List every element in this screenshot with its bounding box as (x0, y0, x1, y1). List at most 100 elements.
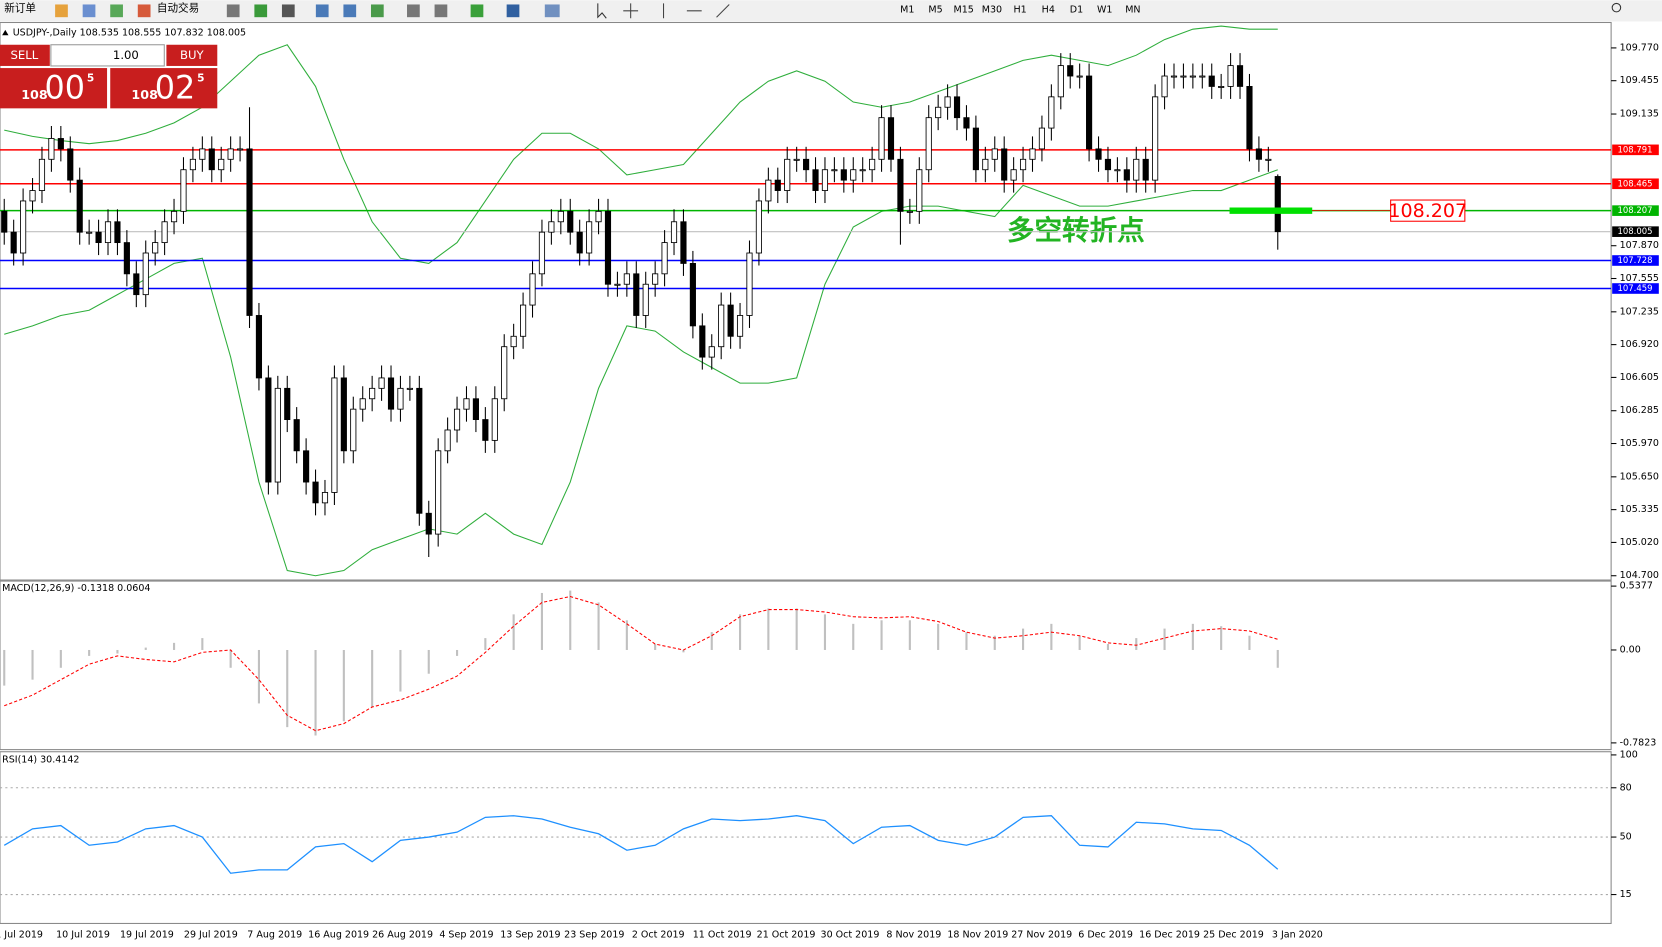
candle-body (510, 335, 517, 348)
bollinger-band (4, 169, 1278, 577)
x-tick-label: 8 Nov 2019 (886, 930, 941, 941)
icon[interactable] (137, 4, 151, 18)
marker-label-box (1390, 199, 1466, 222)
candle-body (718, 304, 725, 348)
x-tick-label: 4 Sep 2019 (439, 930, 493, 941)
candle-body (699, 325, 706, 358)
candle-body (95, 231, 102, 244)
candle-body (1076, 75, 1083, 78)
level-label: 108.791 (1617, 144, 1652, 154)
candle-body (1255, 148, 1262, 160)
candle-body (736, 315, 744, 337)
candle-body (1029, 148, 1036, 160)
candle-body (887, 117, 895, 160)
timeframe-button[interactable]: M30 (982, 4, 1002, 15)
price-big[interactable]: 108 (131, 87, 158, 102)
cursor-icon[interactable] (597, 3, 607, 19)
icon[interactable] (254, 4, 268, 18)
price-mid[interactable]: 00 (45, 69, 85, 106)
candle-body (453, 408, 461, 431)
icon[interactable] (407, 4, 420, 18)
candle-body (548, 221, 555, 233)
icon[interactable] (281, 4, 295, 18)
timeframe-button[interactable]: H1 (1013, 4, 1026, 15)
price-mid[interactable]: 02 (155, 69, 195, 106)
candle-body (689, 262, 696, 327)
candle-body (963, 117, 970, 129)
candle-body (255, 315, 263, 379)
candle-body (708, 346, 715, 358)
icon[interactable] (470, 4, 484, 18)
price-small[interactable]: 5 (87, 73, 94, 85)
icon[interactable] (315, 4, 329, 18)
icon[interactable] (370, 4, 384, 18)
candle-body (793, 158, 800, 161)
candle-body (463, 398, 470, 410)
price-small[interactable]: 5 (197, 73, 204, 85)
buy-button[interactable] (166, 44, 218, 66)
level-label-box (1612, 283, 1659, 294)
icon[interactable] (434, 4, 448, 18)
icon[interactable] (110, 4, 123, 18)
y-tick-label: 15 (1620, 889, 1632, 900)
candle-body (1067, 65, 1074, 77)
candle-body (10, 231, 17, 254)
timeframe-button[interactable]: M5 (928, 4, 942, 15)
candle-body (274, 387, 281, 483)
buy-label[interactable]: BUY (180, 48, 205, 62)
candle-body (1161, 75, 1168, 98)
timeframe-button[interactable]: M1 (900, 4, 914, 15)
sell-label[interactable]: SELL (11, 48, 39, 62)
timeframe-button[interactable]: M15 (954, 4, 974, 15)
candle-body (633, 273, 640, 316)
candle-body (123, 242, 130, 275)
y-tick-label: 80 (1620, 782, 1632, 793)
level-label: 107.728 (1617, 255, 1652, 265)
candle-body (538, 231, 546, 275)
draw-icons[interactable] (623, 3, 730, 19)
sell-button[interactable] (0, 44, 50, 66)
lot-value[interactable]: 1.00 (113, 48, 139, 62)
timeframe-button[interactable]: D1 (1070, 4, 1083, 15)
candle-body (878, 117, 885, 160)
candle-body (623, 273, 630, 285)
candle-body (1218, 86, 1225, 88)
price-box[interactable] (0, 68, 108, 109)
icon[interactable] (506, 4, 520, 18)
x-tick-label: 29 Jul 2019 (184, 930, 238, 941)
x-tick-label: 23 Sep 2019 (564, 930, 624, 941)
y-tick-label: 109.455 (1620, 75, 1659, 86)
search-icon[interactable] (1611, 2, 1622, 13)
timeframe-button[interactable]: W1 (1097, 4, 1112, 15)
x-tick-label: 1 Jul 2019 (0, 930, 43, 941)
toolbar-button[interactable]: 自动交易 (157, 2, 199, 15)
icon[interactable] (343, 4, 357, 18)
timeframe-button[interactable]: MN (1125, 4, 1140, 15)
toolbar-icons (55, 2, 1622, 19)
price-box[interactable] (110, 68, 218, 109)
y-tick-label: 107.870 (1620, 240, 1659, 251)
x-tick-label: 27 Nov 2019 (1011, 930, 1072, 941)
price-big[interactable]: 108 (21, 87, 48, 102)
x-tick-label: 3 Jan 2020 (1272, 930, 1323, 941)
toolbar-button[interactable]: 新订单 (4, 2, 36, 15)
icon[interactable] (55, 4, 68, 18)
timeframe-button[interactable]: H4 (1042, 4, 1055, 15)
icon[interactable] (544, 4, 560, 18)
candle-body (444, 429, 451, 452)
candle-body (935, 106, 942, 119)
candle-body (1019, 158, 1027, 171)
candle-body (1057, 65, 1064, 98)
x-tick-label: 10 Jul 2019 (56, 930, 110, 941)
candle-body (331, 377, 338, 493)
candle-body (595, 210, 602, 223)
candle-body (1048, 96, 1055, 129)
lot-box[interactable] (50, 44, 165, 67)
icon[interactable] (226, 4, 240, 18)
level-label-box (1612, 226, 1659, 237)
icon[interactable] (82, 4, 96, 18)
candle-body (1236, 65, 1244, 87)
candle-body (218, 158, 225, 171)
